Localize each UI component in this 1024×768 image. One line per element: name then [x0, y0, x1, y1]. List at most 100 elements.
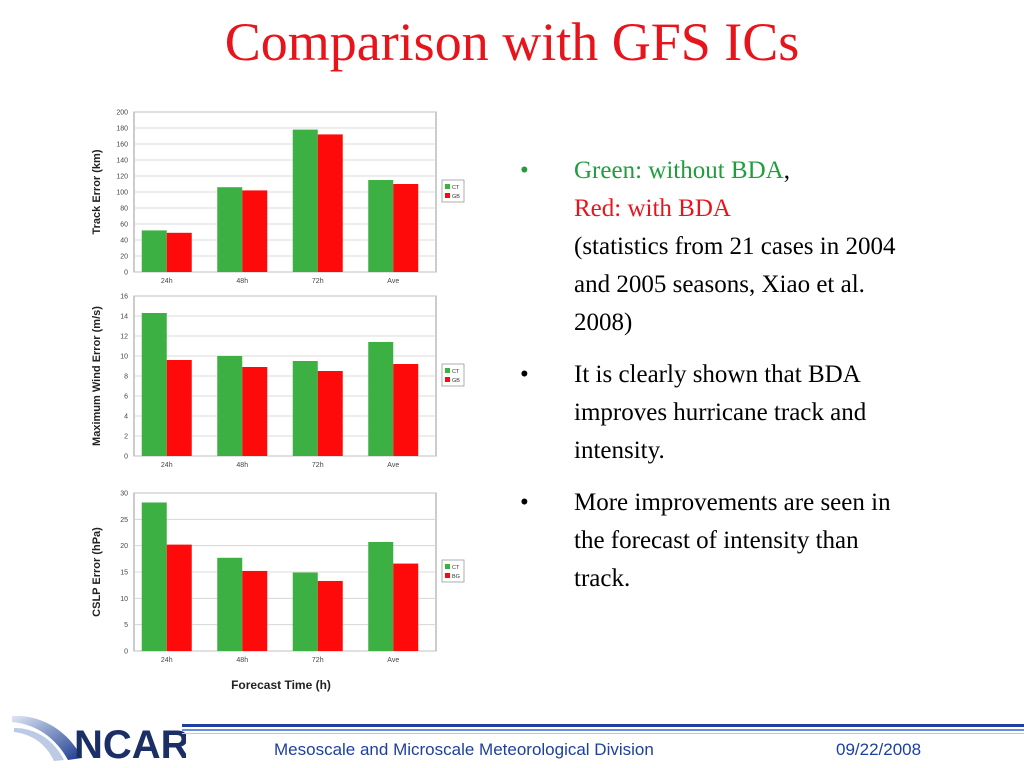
bar-ct: [141, 230, 167, 272]
y-tick-label: 20: [120, 543, 128, 550]
bar-bg: [317, 580, 343, 651]
legend-swatch: [445, 368, 450, 373]
charts-panel: 0 20 40 60 80 100 120 140 160 180 200 24h 48h 72h Ave C…: [88, 106, 478, 696]
y-tick-label: 2: [124, 434, 128, 441]
x-tick-label: Ave: [387, 462, 399, 469]
legend-swatch: [445, 573, 450, 578]
bar-ct: [217, 187, 243, 272]
y-tick-label: 14: [120, 314, 128, 321]
bar-gb: [242, 367, 268, 456]
y-tick-label: 5: [124, 622, 128, 629]
x-tick-label: 72h: [312, 657, 324, 664]
x-tick-label: 48h: [236, 657, 248, 664]
y-tick-label: 200: [116, 110, 128, 117]
bar-bg: [166, 544, 192, 651]
y-tick-label: 120: [116, 174, 128, 181]
footer-rule: [182, 733, 1024, 734]
bar-ct: [368, 342, 394, 456]
legend-label: BG: [452, 574, 460, 580]
bar-bg: [393, 563, 419, 651]
legend-swatch: [445, 377, 450, 382]
y-tick-label: 0: [124, 454, 128, 461]
y-tick-label: 0: [124, 649, 128, 656]
y-tick-label: 160: [116, 142, 128, 149]
y-axis-label: CSLP Error (hPa): [91, 527, 103, 617]
x-tick-label: 48h: [236, 278, 248, 285]
bar-gb: [317, 371, 343, 456]
bar-ct: [141, 502, 167, 651]
bullet-3-text: More improvements are seen in the foreca…: [574, 489, 891, 592]
statistics-note: (statistics from 21 cases in 2004 and 20…: [574, 233, 896, 336]
bar-ct: [292, 361, 318, 456]
legend-label: CT: [452, 565, 460, 571]
bar-gb: [317, 134, 343, 272]
footer-rule: [182, 724, 1024, 727]
bar-ct: [292, 572, 318, 651]
bar-ct: [292, 129, 318, 272]
bullet-1: • Green: without BDA, Red: with BDA (sta…: [520, 152, 920, 342]
legend-swatch: [445, 564, 450, 569]
x-tick-label: 48h: [236, 462, 248, 469]
footer-date: 09/22/2008: [836, 740, 922, 759]
bar-ct: [217, 557, 243, 651]
y-tick-label: 8: [124, 374, 128, 381]
x-tick-label: 24h: [161, 462, 173, 469]
y-tick-label: 60: [120, 222, 128, 229]
footer-division: Mesoscale and Microscale Meteorological …: [274, 740, 654, 759]
y-tick-label: 6: [124, 394, 128, 401]
bullet-symbol: •: [520, 489, 529, 516]
x-tick-label: 24h: [161, 278, 173, 285]
bar-gb: [242, 190, 268, 272]
y-tick-label: 12: [120, 334, 128, 341]
red-legend-text: Red: with BDA: [574, 195, 731, 222]
y-axis-label: Maximum Wind Error (m/s): [91, 306, 103, 446]
bar-ct: [217, 356, 243, 456]
y-tick-label: 4: [124, 414, 128, 421]
bullet-2-text: It is clearly shown that BDA improves hu…: [574, 361, 867, 464]
bullet-3: • More improvements are seen in the fore…: [520, 484, 920, 598]
x-tick-label: 72h: [312, 278, 324, 285]
bullet-list: • Green: without BDA, Red: with BDA (sta…: [520, 152, 920, 612]
bar-gb: [166, 360, 192, 456]
y-tick-label: 10: [120, 354, 128, 361]
y-tick-label: 100: [116, 190, 128, 197]
y-tick-label: 25: [120, 517, 128, 524]
bar-gb: [393, 184, 419, 272]
legend-label: CT: [452, 369, 460, 375]
bullet-2: • It is clearly shown that BDA improves …: [520, 356, 920, 470]
ncar-logo: NCAR: [12, 715, 186, 764]
legend-swatch: [445, 184, 450, 189]
y-axis-label: Track Error (km): [91, 149, 103, 234]
green-legend-text: Green: without BDA: [574, 157, 784, 184]
swoosh-shape: [14, 728, 64, 761]
y-tick-label: 30: [120, 491, 128, 498]
bar-bg: [242, 570, 268, 651]
x-tick-label: Ave: [387, 657, 399, 664]
bar-ct: [368, 541, 394, 651]
legend-label: CT: [452, 185, 460, 191]
y-tick-label: 0: [124, 270, 128, 277]
bar-ct: [368, 180, 394, 272]
legend-swatch: [445, 193, 450, 198]
x-axis-label: Forecast Time (h): [231, 678, 331, 692]
comma-text: ,: [783, 157, 790, 184]
y-tick-label: 140: [116, 158, 128, 165]
bar-ct: [141, 313, 167, 456]
y-tick-label: 80: [120, 206, 128, 213]
x-tick-label: 72h: [312, 462, 324, 469]
legend-label: GB: [452, 378, 460, 384]
footer-rule: [182, 729, 1024, 731]
x-tick-label: 24h: [161, 657, 173, 664]
x-tick-label: Ave: [387, 278, 399, 285]
bullet-symbol: •: [520, 361, 529, 388]
bar-gb: [166, 232, 192, 272]
bullet-symbol: •: [520, 157, 529, 184]
swoosh-shape: [12, 715, 82, 760]
y-tick-label: 15: [120, 570, 128, 577]
logo-text: NCAR: [74, 723, 186, 764]
slide-title: Comparison with GFS ICs: [224, 12, 800, 72]
y-tick-label: 10: [120, 596, 128, 603]
y-tick-label: 180: [116, 126, 128, 133]
y-tick-label: 16: [120, 294, 128, 301]
